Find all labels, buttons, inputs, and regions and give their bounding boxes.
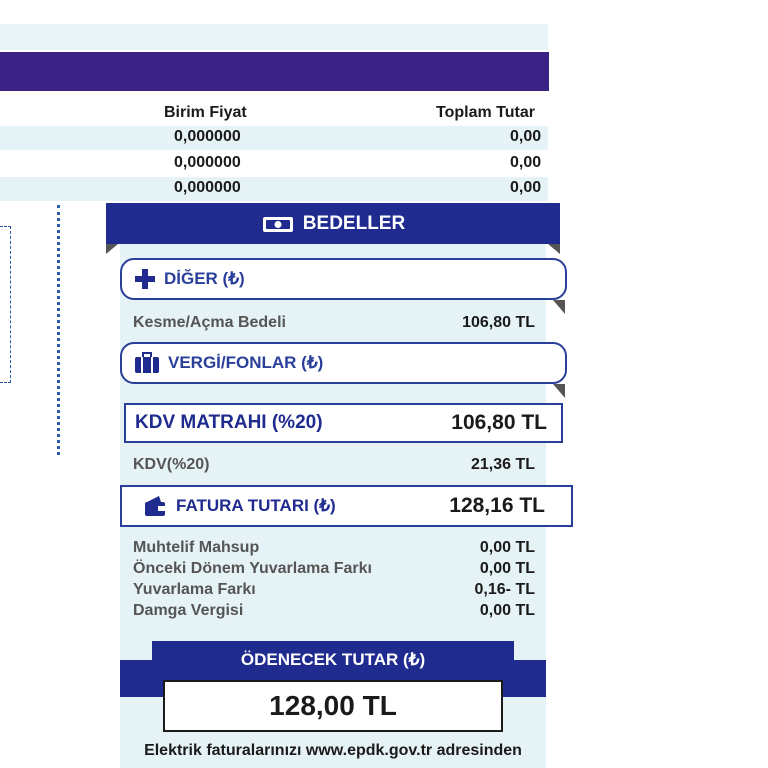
cut-off-label: Kesme/Açma Bedeli [133, 314, 286, 331]
adjustment-value: 0,00 TL [479, 539, 535, 556]
kdv-value: 21,36 TL [470, 456, 535, 473]
charges-title: BEDELLER [302, 212, 406, 234]
dotted-divider [57, 205, 60, 455]
tax-section-label: VERGİ/FONLAR (₺) [168, 353, 324, 372]
dashed-frame [0, 226, 11, 383]
table-row [0, 126, 548, 150]
pill-fold [553, 384, 565, 398]
top-strip [0, 24, 548, 50]
kdv-base-value: 106,80 TL [451, 411, 547, 434]
cut-off-value: 106,80 TL [462, 314, 535, 331]
section-header-bar [0, 52, 549, 91]
payable-label: ÖDENECEK TUTAR (₺) [240, 650, 426, 669]
kdv-base-box: KDV MATRAHI (%20) 106,80 TL [124, 403, 563, 443]
money-icon [261, 214, 295, 234]
adjustment-value: 0,16- TL [474, 581, 535, 598]
briefcase-icon [134, 352, 160, 374]
pill-fold [553, 300, 565, 314]
adjustments-list: Muhtelif Mahsup 0,00 TL Önceki Dönem Yuv… [133, 537, 535, 621]
wallet-icon [144, 495, 166, 517]
list-item: Damga Vergisi 0,00 TL [133, 600, 535, 621]
charges-title-bar: BEDELLER [106, 203, 560, 244]
row-total: 0,00 [510, 154, 542, 171]
row-unit-price: 0,000000 [174, 154, 241, 171]
invoice-total-label: FATURA TUTARI (₺) [176, 496, 336, 515]
invoice-total-box: FATURA TUTARI (₺) 128,16 TL [120, 485, 573, 527]
other-section-label: DİĞER (₺) [164, 269, 245, 288]
row-unit-price: 0,000000 [174, 128, 241, 145]
plus-icon [134, 268, 156, 290]
row-total: 0,00 [510, 179, 542, 196]
payable-amount-box: 128,00 TL [163, 680, 503, 732]
invoice-total-value: 128,16 TL [449, 494, 545, 517]
adjustment-value: 0,00 TL [479, 602, 535, 619]
tax-section-header: VERGİ/FONLAR (₺) [120, 342, 567, 384]
list-item: Önceki Dönem Yuvarlama Farkı 0,00 TL [133, 558, 535, 579]
adjustment-label: Önceki Dönem Yuvarlama Farkı [133, 560, 372, 577]
payable-title-bar: ÖDENECEK TUTAR (₺) [152, 641, 514, 679]
adjustment-label: Damga Vergisi [133, 602, 244, 619]
kdv-base-label: KDV MATRAHI (%20) [135, 412, 323, 433]
other-section-header: DİĞER (₺) [120, 258, 567, 300]
payable-value: 128,00 TL [269, 690, 397, 721]
adjustment-value: 0,00 TL [479, 560, 535, 577]
ribbon-fold-left [106, 244, 118, 254]
table-row [0, 152, 548, 176]
total-header: Toplam Tutar [436, 104, 535, 121]
ribbon-fold-right [548, 244, 560, 254]
list-item: Muhtelif Mahsup 0,00 TL [133, 537, 535, 558]
footer-note: Elektrik faturalarınızı www.epdk.gov.tr … [144, 742, 522, 759]
unit-price-header: Birim Fiyat [164, 104, 247, 121]
row-total: 0,00 [510, 128, 542, 145]
kdv-label: KDV(%20) [133, 456, 210, 473]
list-item: Yuvarlama Farkı 0,16- TL [133, 579, 535, 600]
adjustment-label: Yuvarlama Farkı [133, 581, 256, 598]
adjustment-label: Muhtelif Mahsup [133, 539, 260, 556]
table-row [0, 177, 548, 201]
row-unit-price: 0,000000 [174, 179, 241, 196]
